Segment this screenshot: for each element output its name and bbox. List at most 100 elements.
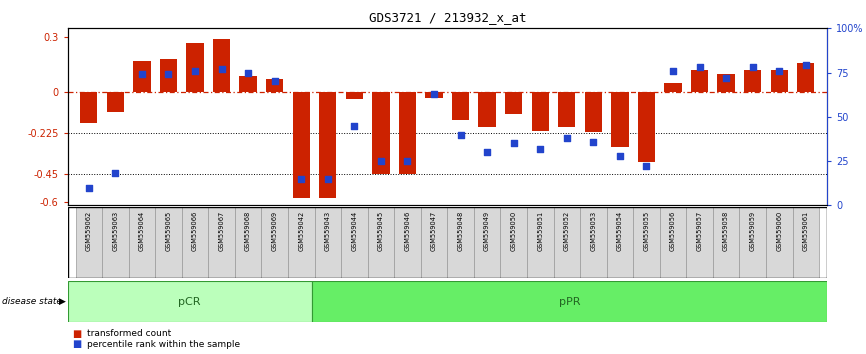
Bar xyxy=(798,63,814,92)
Point xyxy=(666,68,680,74)
Text: GSM559056: GSM559056 xyxy=(670,211,676,251)
Bar xyxy=(81,92,97,123)
Bar xyxy=(691,70,708,92)
Text: GSM559067: GSM559067 xyxy=(218,211,224,251)
FancyBboxPatch shape xyxy=(341,207,368,278)
Point xyxy=(746,64,759,70)
Point xyxy=(480,149,494,155)
Text: GSM559055: GSM559055 xyxy=(643,211,650,251)
Text: GSM559052: GSM559052 xyxy=(564,211,570,251)
FancyBboxPatch shape xyxy=(633,207,660,278)
Text: GSM559051: GSM559051 xyxy=(537,211,543,251)
Text: GSM559058: GSM559058 xyxy=(723,211,729,251)
Point xyxy=(188,68,202,74)
Bar xyxy=(585,92,602,132)
FancyBboxPatch shape xyxy=(288,207,314,278)
Bar xyxy=(452,92,469,120)
Point xyxy=(639,164,653,169)
Text: GSM559061: GSM559061 xyxy=(803,211,809,251)
FancyBboxPatch shape xyxy=(792,207,819,278)
Point xyxy=(586,139,600,144)
Point xyxy=(507,141,520,146)
Point xyxy=(427,91,441,97)
Text: pPR: pPR xyxy=(559,297,580,307)
FancyBboxPatch shape xyxy=(129,207,155,278)
Point xyxy=(613,153,627,159)
Text: GSM559044: GSM559044 xyxy=(352,211,358,251)
Text: ■: ■ xyxy=(72,329,81,339)
Text: GSM559046: GSM559046 xyxy=(404,211,410,251)
Text: pCR: pCR xyxy=(178,297,201,307)
Point xyxy=(321,176,335,182)
Bar xyxy=(346,92,363,99)
Point xyxy=(82,185,96,190)
FancyBboxPatch shape xyxy=(155,207,182,278)
Text: GSM559049: GSM559049 xyxy=(484,211,490,251)
FancyBboxPatch shape xyxy=(182,207,209,278)
Text: GSM559054: GSM559054 xyxy=(617,211,623,251)
FancyBboxPatch shape xyxy=(314,207,341,278)
Point xyxy=(108,171,122,176)
Bar xyxy=(638,92,655,161)
Point xyxy=(693,64,707,70)
Text: GDS3721 / 213932_x_at: GDS3721 / 213932_x_at xyxy=(369,11,526,24)
Bar xyxy=(372,92,390,174)
Bar xyxy=(425,92,443,98)
Bar xyxy=(107,92,124,112)
Bar xyxy=(559,92,575,127)
Bar xyxy=(664,83,682,92)
Text: GSM559050: GSM559050 xyxy=(511,211,517,251)
Point xyxy=(454,132,468,137)
Point xyxy=(772,68,786,74)
FancyBboxPatch shape xyxy=(660,207,686,278)
Bar xyxy=(320,92,336,198)
Bar xyxy=(399,92,416,174)
FancyBboxPatch shape xyxy=(606,207,633,278)
Point xyxy=(719,75,733,81)
FancyBboxPatch shape xyxy=(553,207,580,278)
FancyBboxPatch shape xyxy=(580,207,606,278)
Text: GSM559057: GSM559057 xyxy=(696,211,702,251)
Bar xyxy=(771,70,788,92)
FancyBboxPatch shape xyxy=(102,207,129,278)
Bar xyxy=(240,76,256,92)
Text: GSM559066: GSM559066 xyxy=(192,211,198,251)
Text: GSM559043: GSM559043 xyxy=(325,211,331,251)
Text: transformed count: transformed count xyxy=(87,329,171,338)
Bar xyxy=(133,61,151,92)
FancyBboxPatch shape xyxy=(394,207,421,278)
FancyBboxPatch shape xyxy=(501,207,527,278)
Text: GSM559068: GSM559068 xyxy=(245,211,251,251)
Text: GSM559045: GSM559045 xyxy=(378,211,384,251)
Text: GSM559062: GSM559062 xyxy=(86,211,92,251)
Point xyxy=(242,70,255,75)
Text: ■: ■ xyxy=(72,339,81,349)
Bar xyxy=(213,39,230,92)
FancyBboxPatch shape xyxy=(447,207,474,278)
FancyBboxPatch shape xyxy=(766,207,792,278)
FancyBboxPatch shape xyxy=(713,207,740,278)
Bar xyxy=(744,70,761,92)
Text: GSM559053: GSM559053 xyxy=(591,211,597,251)
Point xyxy=(215,66,229,72)
Point xyxy=(294,176,308,182)
Text: percentile rank within the sample: percentile rank within the sample xyxy=(87,339,241,349)
Point xyxy=(798,63,812,68)
Point xyxy=(401,158,415,164)
FancyBboxPatch shape xyxy=(209,207,235,278)
Text: GSM559063: GSM559063 xyxy=(113,211,119,251)
Text: disease state: disease state xyxy=(2,297,61,306)
Text: GSM559047: GSM559047 xyxy=(431,211,437,251)
Point xyxy=(533,146,547,152)
Text: GSM559064: GSM559064 xyxy=(139,211,145,251)
FancyBboxPatch shape xyxy=(75,207,102,278)
Bar xyxy=(479,92,495,127)
Point xyxy=(135,72,149,77)
Text: GSM559060: GSM559060 xyxy=(776,211,782,251)
Point xyxy=(347,123,361,129)
Bar xyxy=(293,92,310,198)
Text: GSM559048: GSM559048 xyxy=(457,211,463,251)
FancyBboxPatch shape xyxy=(474,207,501,278)
Bar xyxy=(532,92,549,131)
FancyBboxPatch shape xyxy=(235,207,262,278)
